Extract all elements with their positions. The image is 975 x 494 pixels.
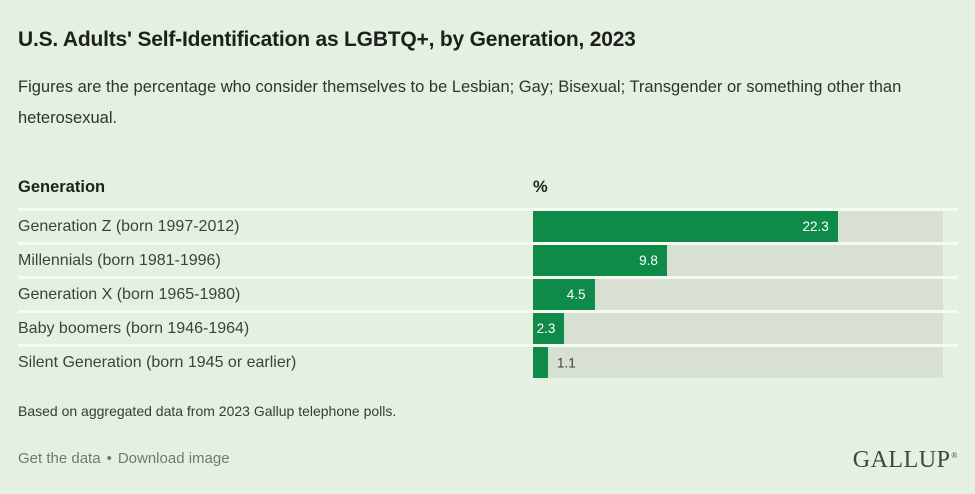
bar-value: 9.8 <box>639 253 658 268</box>
table-header-row: Generation % <box>18 178 958 208</box>
bar-track: 22.3 <box>533 211 943 242</box>
bar-chart-table: Generation % Generation Z (born 1997-201… <box>18 178 958 378</box>
footer-row: Get the data • Download image GALLUP® <box>18 444 958 472</box>
table-row: Generation X (born 1965-1980) 4.5 <box>18 276 958 310</box>
bar-millennials: 9.8 <box>533 245 667 276</box>
row-label-millennials: Millennials (born 1981-1996) <box>18 251 221 269</box>
bar-track: 4.5 <box>533 279 943 310</box>
bar-track: 2.3 <box>533 313 943 344</box>
table-row: Silent Generation (born 1945 or earlier)… <box>18 344 958 378</box>
chart-subtitle: Figures are the percentage who consider … <box>18 78 902 127</box>
bar-track: 9.8 <box>533 245 943 276</box>
table-row: Baby boomers (born 1946-1964) 2.3 <box>18 310 958 344</box>
bar-silent-generation <box>533 347 549 378</box>
row-label-gen-z: Generation Z (born 1997-2012) <box>18 217 240 235</box>
column-header-generation: Generation <box>18 178 106 196</box>
table-row: Generation Z (born 1997-2012) 22.3 <box>18 208 958 242</box>
gallup-logo-text: GALLUP <box>852 447 951 473</box>
row-label-silent-generation: Silent Generation (born 1945 or earlier) <box>18 353 297 371</box>
bar-value: 1.1 <box>557 355 576 370</box>
column-header-percent: % <box>533 178 548 196</box>
source-note: Based on aggregated data from 2023 Gallu… <box>18 403 397 419</box>
chart-content: U.S. Adults' Self-Identification as LGBT… <box>18 28 958 472</box>
row-label-baby-boomers: Baby boomers (born 1946-1964) <box>18 319 250 337</box>
footer-links: Get the data • Download image <box>18 450 230 467</box>
bar-gen-z: 22.3 <box>533 211 838 242</box>
page-title: U.S. Adults' Self-Identification as LGBT… <box>18 28 636 51</box>
get-the-data-link[interactable]: Get the data <box>18 449 101 467</box>
bar-track: 1.1 <box>533 347 943 378</box>
row-label-gen-x: Generation X (born 1965-1980) <box>18 285 241 303</box>
bar-value: 4.5 <box>566 287 586 302</box>
bar-value: 22.3 <box>802 219 829 234</box>
gallup-logo: GALLUP® <box>853 444 958 472</box>
download-image-link[interactable]: Download image <box>117 449 230 467</box>
table-row: Millennials (born 1981-1996) 9.8 <box>18 242 958 276</box>
bar-baby-boomers: 2.3 <box>533 313 565 344</box>
bar-value: 2.3 <box>536 321 556 336</box>
bar-gen-x: 4.5 <box>533 279 595 310</box>
link-separator: • <box>106 449 112 467</box>
registered-trademark-icon: ® <box>951 451 958 460</box>
